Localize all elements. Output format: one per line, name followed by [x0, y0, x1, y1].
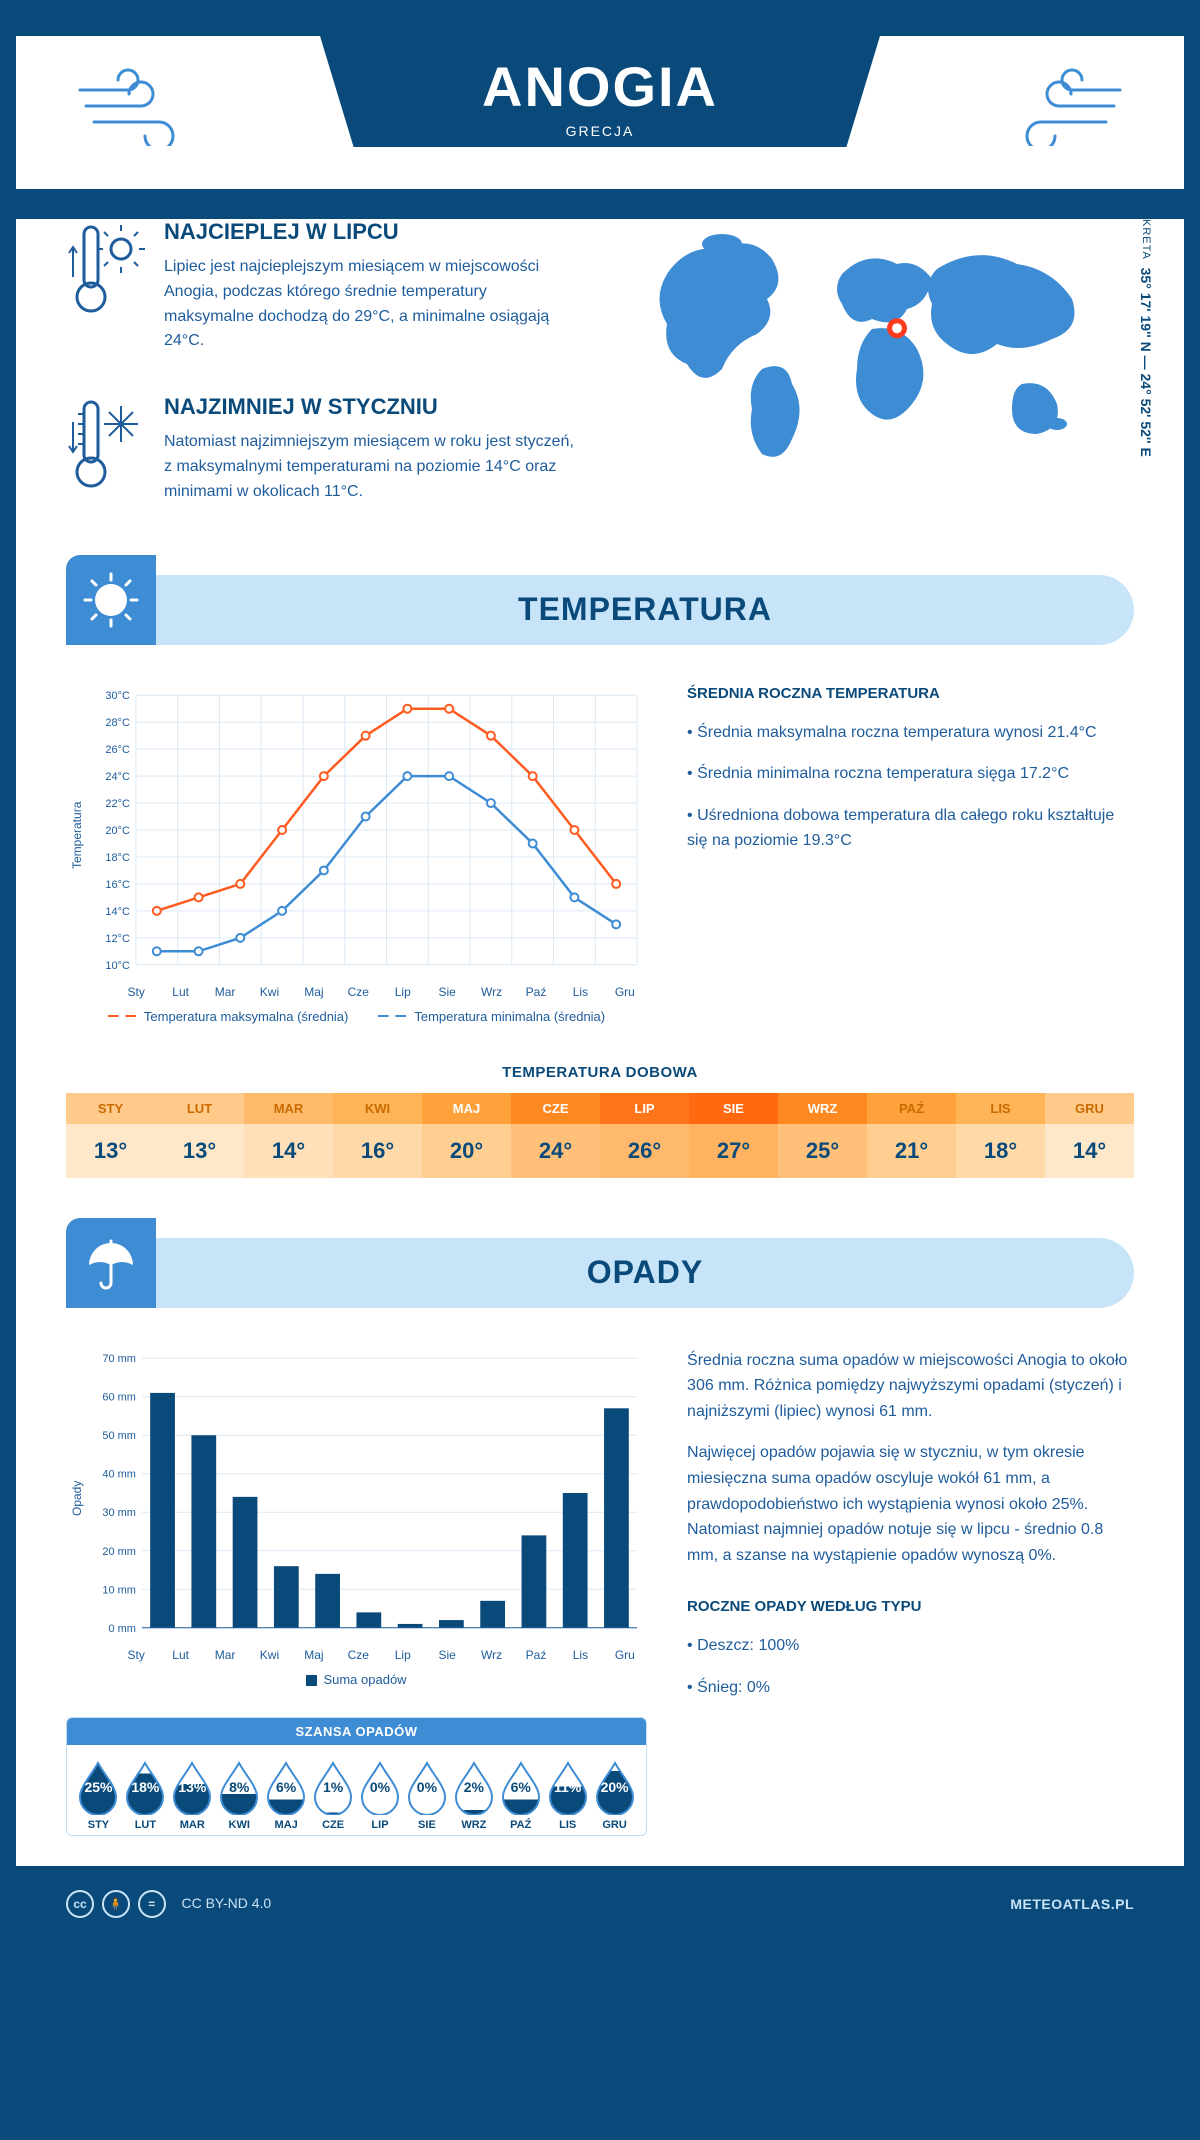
hottest-title: NAJCIEPLEJ W LIPCU [164, 219, 580, 245]
sun-icon [66, 555, 156, 645]
svg-text:10 mm: 10 mm [102, 1584, 136, 1596]
daily-cell: MAR14° [244, 1093, 333, 1178]
brand-label: METEOATLAS.PL [1010, 1896, 1134, 1912]
city-title: ANOGIA [420, 54, 780, 119]
annual-temp-b2: • Średnia minimalna roczna temperatura s… [687, 761, 1134, 787]
daily-cell: GRU14° [1045, 1093, 1134, 1178]
annual-temp-title: ŚREDNIA ROCZNA TEMPERATURA [687, 685, 1134, 702]
svg-text:20°C: 20°C [105, 825, 130, 837]
precipitation-section-header: OPADY [66, 1238, 1134, 1308]
svg-text:40 mm: 40 mm [102, 1468, 136, 1480]
temperature-title: TEMPERATURA [518, 591, 772, 628]
svg-text:70 mm: 70 mm [102, 1353, 136, 1365]
precip-snow-pct: • Śnieg: 0% [687, 1675, 1134, 1701]
coldest-title: NAJZIMNIEJ W STYCZNIU [164, 394, 580, 420]
daily-cell: KWI16° [333, 1093, 422, 1178]
daily-cell: PAŹ21° [867, 1093, 956, 1178]
legend-max-label: Temperatura maksymalna (średnia) [144, 1009, 348, 1024]
daily-cell: MAJ20° [422, 1093, 511, 1178]
legend-min-label: Temperatura minimalna (średnia) [414, 1009, 605, 1024]
chance-title: SZANSA OPADÓW [67, 1718, 646, 1745]
hottest-text: Lipiec jest najcieplejszym miesiącem w m… [164, 255, 580, 354]
hottest-block: NAJCIEPLEJ W LIPCU Lipiec jest najcieple… [66, 219, 580, 354]
daily-cell: LUT13° [155, 1093, 244, 1178]
chance-drop: 8%KWI [216, 1759, 263, 1831]
svg-text:28°C: 28°C [105, 717, 130, 729]
precip-chart-ylabel: Opady [66, 1348, 88, 1648]
wind-icon-right [994, 66, 1134, 159]
svg-text:16°C: 16°C [105, 878, 130, 890]
header-panel: ANOGIA GRECJA [16, 36, 1184, 189]
temp-chart-ylabel: Temperatura [66, 685, 88, 985]
daily-temperature-table: STY13°LUT13°MAR14°KWI16°MAJ20°CZE24°LIP2… [66, 1093, 1134, 1178]
svg-text:30°C: 30°C [105, 690, 130, 702]
umbrella-icon [66, 1218, 156, 1308]
precip-text-1: Średnia roczna suma opadów w miejscowośc… [687, 1348, 1134, 1425]
chance-drop: 25%STY [75, 1759, 122, 1831]
svg-text:10°C: 10°C [105, 959, 130, 971]
chance-drop: 6%MAJ [263, 1759, 310, 1831]
svg-text:30 mm: 30 mm [102, 1507, 136, 1519]
precipitation-legend: Suma opadów [66, 1672, 647, 1687]
annual-temp-b1: • Średnia maksymalna roczna temperatura … [687, 720, 1134, 746]
temperature-legend: Temperatura maksymalna (średnia) Tempera… [66, 1009, 647, 1024]
precipitation-title: OPADY [587, 1254, 703, 1291]
chance-drop: 18%LUT [122, 1759, 169, 1831]
chance-drop: 6%PAŹ [497, 1759, 544, 1831]
chance-drop: 20%GRU [591, 1759, 638, 1831]
footer-bar: cc 🧍 = CC BY-ND 4.0 METEOATLAS.PL [16, 1876, 1184, 1932]
svg-text:50 mm: 50 mm [102, 1430, 136, 1442]
precip-text-2: Najwięcej opadów pojawia się w styczniu,… [687, 1440, 1134, 1568]
thermometer-cold-icon [66, 394, 146, 494]
chance-drop: 11%LIS [544, 1759, 591, 1831]
svg-text:60 mm: 60 mm [102, 1391, 136, 1403]
country-subtitle: GRECJA [420, 123, 780, 139]
world-map: KRETA 35° 17' 19'' N — 24° 52' 52'' E [620, 219, 1134, 545]
annual-temp-b3: • Uśredniona dobowa temperatura dla całe… [687, 803, 1134, 854]
chance-drop: 2%WRZ [450, 1759, 497, 1831]
daily-cell: CZE24° [511, 1093, 600, 1178]
svg-text:12°C: 12°C [105, 932, 130, 944]
coordinates-label: KRETA 35° 17' 19'' N — 24° 52' 52'' E [1138, 219, 1154, 457]
svg-text:26°C: 26°C [105, 744, 130, 756]
chance-drop: 1%CZE [310, 1759, 357, 1831]
svg-text:24°C: 24°C [105, 771, 130, 783]
annual-temperature-summary: ŚREDNIA ROCZNA TEMPERATURA • Średnia mak… [687, 685, 1134, 1024]
wind-icon-left [66, 66, 206, 159]
svg-text:18°C: 18°C [105, 852, 130, 864]
cc-icon: cc [66, 1890, 94, 1918]
title-banner: ANOGIA GRECJA [320, 36, 880, 147]
precip-by-type-title: ROCZNE OPADY WEDŁUG TYPU [687, 1598, 1134, 1615]
precipitation-chance-table: SZANSA OPADÓW 25%STY18%LUT13%MAR8%KWI6%M… [66, 1717, 647, 1836]
svg-text:14°C: 14°C [105, 905, 130, 917]
chance-drop: 0%SIE [403, 1759, 450, 1831]
chance-drop: 13%MAR [169, 1759, 216, 1831]
daily-cell: SIE27° [689, 1093, 778, 1178]
precipitation-chart: Opady 0 mm 10 mm 20 mm 30 mm 40 mm 50 mm 60 mm… [66, 1348, 647, 1836]
precipitation-summary: Średnia roczna suma opadów w miejscowośc… [687, 1348, 1134, 1836]
daily-cell: LIS18° [956, 1093, 1045, 1178]
daily-cell: LIP26° [600, 1093, 689, 1178]
daily-cell: STY13° [66, 1093, 155, 1178]
temperature-section-header: TEMPERATURA [66, 575, 1134, 645]
chance-drop: 0%LIP [357, 1759, 404, 1831]
precip-rain-pct: • Deszcz: 100% [687, 1633, 1134, 1659]
svg-text:0 mm: 0 mm [108, 1622, 135, 1634]
svg-text:20 mm: 20 mm [102, 1545, 136, 1557]
daily-cell: WRZ25° [778, 1093, 867, 1178]
license-block: cc 🧍 = CC BY-ND 4.0 [66, 1890, 271, 1918]
nd-icon: = [138, 1890, 166, 1918]
intro-panel: NAJCIEPLEJ W LIPCU Lipiec jest najcieple… [16, 219, 1184, 1866]
license-text: CC BY-ND 4.0 [181, 1895, 271, 1911]
thermometer-hot-icon [66, 219, 146, 319]
daily-temp-title: TEMPERATURA DOBOWA [66, 1064, 1134, 1081]
coldest-block: NAJZIMNIEJ W STYCZNIU Natomiast najzimni… [66, 394, 580, 504]
by-icon: 🧍 [102, 1890, 130, 1918]
svg-text:22°C: 22°C [105, 798, 130, 810]
coldest-text: Natomiast najzimniejszym miesiącem w rok… [164, 430, 580, 504]
temperature-chart: Temperatura 10°C 12°C 14°C 16°C 18°C 20°C 22°C… [66, 685, 647, 1024]
